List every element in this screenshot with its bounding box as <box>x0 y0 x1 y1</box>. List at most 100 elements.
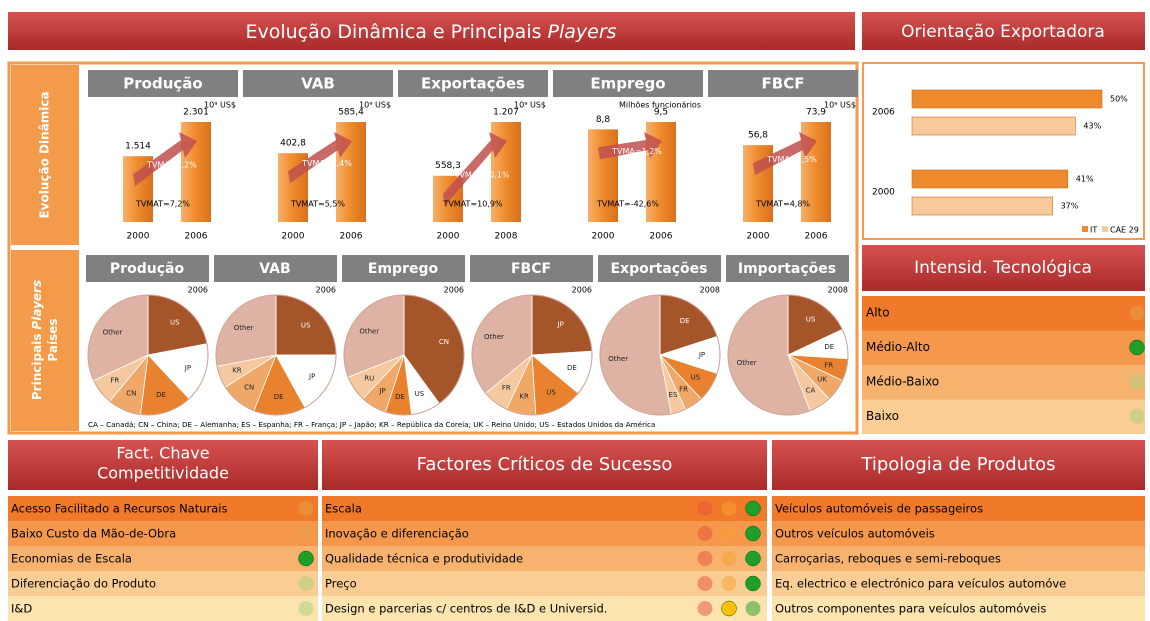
indicator <box>1129 339 1145 356</box>
value-label: 50% <box>1110 95 1128 104</box>
chart-title: FBCF <box>762 75 805 93</box>
row-bg <box>772 596 1145 621</box>
section-header <box>8 440 318 490</box>
unit-label: 10⁹ US$ <box>204 101 236 110</box>
header-band <box>862 12 1145 50</box>
value-label: 56,8 <box>748 131 768 141</box>
indicator <box>697 601 713 616</box>
pie-rim <box>471 294 593 416</box>
legend-label: CAE 29 <box>1110 226 1139 235</box>
slice-label: JP <box>557 320 564 328</box>
row-bg <box>322 521 767 546</box>
value-label: 1.207 <box>493 108 519 118</box>
year-label: 2006 <box>572 286 592 295</box>
x-tick-label: 2000 <box>592 232 615 242</box>
slice-label: JP <box>378 387 385 395</box>
value-label: 585,4 <box>338 108 364 118</box>
bar <box>911 196 1053 216</box>
chart-title: Exportações <box>421 75 525 93</box>
slice-label: FR <box>110 377 119 385</box>
chart-title: Produção <box>110 261 185 277</box>
slice-label: CN <box>439 338 449 346</box>
value-label: 41% <box>1076 175 1094 184</box>
x-tick-label: 2000 <box>747 232 770 242</box>
cagr-total-label: TVMAT=-42,6% <box>596 200 659 209</box>
row-label: Baixo <box>866 409 899 423</box>
chart-title-bg <box>470 255 593 282</box>
value-label: 558,3 <box>435 161 461 171</box>
chart-title-bg <box>726 255 849 282</box>
cagr-label: TVMA=4,5% <box>766 155 817 164</box>
indicator <box>745 525 761 542</box>
row-label: I&D <box>11 602 32 616</box>
section-title: Fact. Chave <box>116 444 209 463</box>
slice-label: Other <box>608 355 628 363</box>
value-label: 2.301 <box>183 108 209 118</box>
legend-swatch <box>1102 226 1108 232</box>
row-bg <box>862 399 1145 434</box>
chart-title: Emprego <box>368 261 439 277</box>
unit-label: 10⁹ US$ <box>514 101 546 110</box>
year-label: 2008 <box>828 286 848 295</box>
year-label: 2006 <box>444 286 464 295</box>
section-header <box>862 245 1145 291</box>
row-bg <box>322 546 767 571</box>
slice-label: Other <box>234 324 254 332</box>
slice-label: JP <box>184 364 191 372</box>
indicator <box>1129 305 1145 321</box>
slice-label: DE <box>156 391 166 399</box>
section-title: Factores Críticos de Sucesso <box>417 454 673 475</box>
header-band <box>8 12 855 50</box>
cagr-total-label: TVMAT=7,2% <box>135 200 190 209</box>
slice-label: US <box>546 388 556 396</box>
value-label: 73,9 <box>806 108 826 118</box>
row-bg <box>8 496 318 521</box>
year-label: 2006 <box>316 286 336 295</box>
y-tick-label: 2006 <box>872 108 895 118</box>
cagr-label: TVMA=7,2% <box>146 161 197 170</box>
cagr-label: TVMA=10,1% <box>454 170 510 179</box>
indicator <box>298 501 314 516</box>
slice-label: Other <box>359 327 379 335</box>
y-tick-label: 2000 <box>872 188 895 198</box>
row-label: Eq. electrico e electrónico para veículo… <box>775 577 1066 591</box>
indicator <box>1129 374 1145 390</box>
section-header <box>772 440 1145 490</box>
cagr-arrow <box>753 132 817 176</box>
row-label: Preço <box>325 577 357 591</box>
chart-title: FBCF <box>511 261 551 277</box>
row-bg <box>772 496 1145 521</box>
indicator <box>745 575 761 592</box>
x-tick-label: 2006 <box>185 232 208 242</box>
indicator <box>721 551 737 566</box>
chart-title: Emprego <box>590 75 665 93</box>
section-header <box>322 440 767 490</box>
year-label: 2008 <box>700 286 720 295</box>
cagr-total-label: TVMAT=10,9% <box>442 200 503 209</box>
chart-title-bg <box>553 70 703 97</box>
legend-label: IT <box>1090 226 1097 235</box>
chart-title: Produção <box>123 75 202 93</box>
slice-label: JP <box>698 351 705 359</box>
section-title: Tipologia de Produtos <box>860 454 1055 475</box>
row-bg <box>322 496 767 521</box>
row-label: Veículos automóveis de passageiros <box>775 502 983 516</box>
slice-label: US <box>301 321 311 329</box>
slice-label: US <box>806 316 816 324</box>
slice-label: CN <box>244 383 254 391</box>
x-tick-label: 2008 <box>495 232 518 242</box>
indicator <box>298 601 314 616</box>
row-label: Alto <box>866 306 890 320</box>
row-label: Acesso Facilitado a Recursos Naturais <box>11 502 227 516</box>
cagr-total-label: TVMAT=4,8% <box>755 200 810 209</box>
row-label: Escala <box>325 502 362 516</box>
row-bg <box>862 330 1145 365</box>
slice-label: FR <box>824 361 833 369</box>
indicator <box>697 526 713 541</box>
cagr-arrow <box>443 132 507 206</box>
pie-rim <box>343 294 465 416</box>
indicator <box>298 576 314 591</box>
legend-swatch <box>1082 226 1088 232</box>
chart-title-bg <box>88 70 238 97</box>
